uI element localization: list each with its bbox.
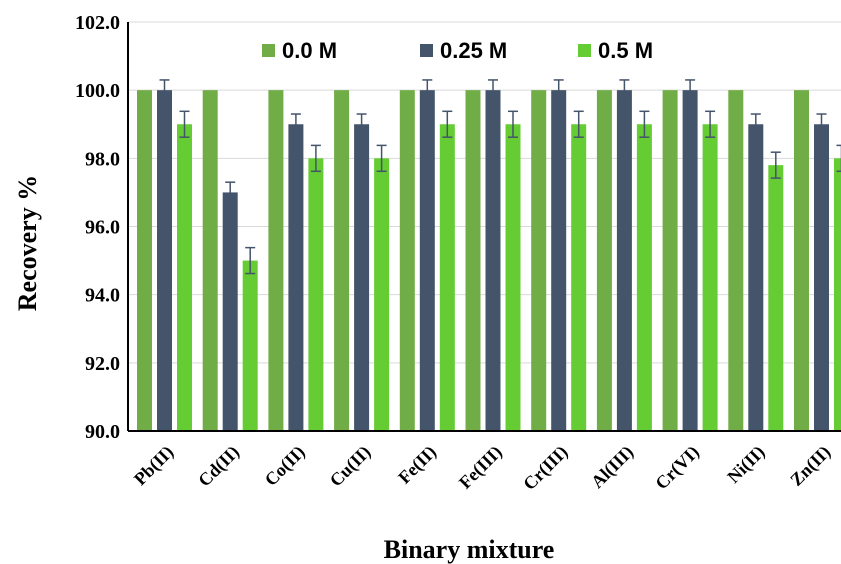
bar <box>177 124 192 431</box>
bar <box>636 124 652 431</box>
x-tick-label: Cu(II) <box>326 442 376 492</box>
legend: 0.0 M 0.25 M 0.5 M <box>262 38 653 63</box>
bar <box>419 90 435 432</box>
bar <box>834 158 841 432</box>
bar <box>242 260 258 431</box>
y-tick-label: 100.0 <box>75 80 120 102</box>
y-tick-label: 90.0 <box>85 421 120 443</box>
legend-label: 0.25 M <box>440 38 507 63</box>
bars <box>137 90 841 432</box>
bar <box>662 90 678 432</box>
y-tick-label: 94.0 <box>85 285 120 307</box>
bar <box>334 90 350 432</box>
bar <box>137 90 152 432</box>
legend-swatch <box>420 44 433 57</box>
x-axis-title: Binary mixture <box>384 535 555 564</box>
x-tick-label: Fe(III) <box>455 442 507 494</box>
bar <box>308 158 324 432</box>
bar <box>505 124 521 431</box>
x-tick-label: Cd(II) <box>194 442 244 492</box>
bar <box>571 124 587 431</box>
x-tick-label: Al(III) <box>587 442 638 493</box>
bar <box>465 90 481 432</box>
bar <box>748 124 764 431</box>
y-tick-label: 98.0 <box>85 148 120 170</box>
x-tick-label: Fe(II) <box>394 442 441 489</box>
bar <box>682 90 698 432</box>
bar <box>268 90 284 432</box>
bar <box>794 90 809 432</box>
bar <box>354 124 370 431</box>
bar <box>702 124 718 431</box>
bar <box>616 90 632 432</box>
y-axis-title: Recovery % <box>13 175 42 311</box>
x-tick-label: Cr(III) <box>519 442 572 495</box>
bar <box>399 90 415 432</box>
legend-swatch <box>262 44 275 57</box>
bar <box>814 124 829 431</box>
x-tick-label: Cr(VI) <box>651 442 703 494</box>
x-tick-label: Ni(II) <box>723 442 769 488</box>
bar <box>768 165 784 431</box>
x-tick-label: Co(II) <box>261 442 310 491</box>
legend-swatch <box>578 44 591 57</box>
legend-label: 0.0 M <box>282 38 337 63</box>
y-tick-label: 96.0 <box>85 217 120 239</box>
bar <box>288 124 304 431</box>
bar <box>728 90 744 432</box>
bar <box>596 90 612 432</box>
legend-label: 0.5 M <box>598 38 653 63</box>
y-tick-label: 102.0 <box>75 12 120 34</box>
bar <box>202 90 218 432</box>
bar <box>157 90 172 432</box>
bar <box>531 90 547 432</box>
bar <box>439 124 455 431</box>
x-tick-label: Zn(II) <box>786 442 835 491</box>
bar <box>374 158 390 432</box>
bar <box>551 90 567 432</box>
y-tick-label: 92.0 <box>85 353 120 375</box>
error-bars <box>159 79 841 275</box>
bar <box>222 192 238 431</box>
bar <box>485 90 501 432</box>
x-tick-label: Pb(II) <box>130 442 178 490</box>
